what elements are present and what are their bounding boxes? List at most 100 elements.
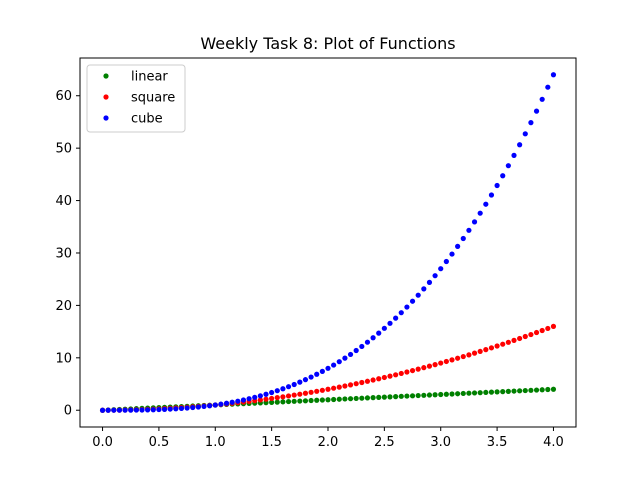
cube-point: [190, 404, 196, 411]
linear-point: [415, 392, 421, 399]
x-tick-label: 1.5: [261, 435, 282, 450]
cube-point: [387, 320, 393, 326]
plot-area-frame: [79, 57, 577, 428]
linear-point: [269, 399, 275, 405]
square-point: [517, 335, 523, 342]
y-tick-label: 10: [55, 351, 72, 366]
linear-point: [550, 386, 557, 392]
cube-point: [449, 251, 455, 257]
cube-point: [370, 335, 376, 341]
cube-point: [184, 405, 190, 411]
x-tick-label: 2.5: [374, 435, 395, 450]
linear-point: [528, 387, 534, 393]
cube-point: [274, 388, 280, 394]
legend-label-cube: cube: [131, 112, 163, 127]
square-point: [257, 397, 263, 403]
cube-point: [269, 389, 275, 396]
cube-point: [240, 397, 247, 403]
cube-point: [212, 402, 218, 408]
y-tick-label: 0: [64, 404, 72, 419]
x-tick-label: 1.0: [205, 435, 226, 450]
square-point: [466, 352, 472, 358]
linear-point: [319, 397, 325, 403]
y-tick-label: 50: [55, 142, 72, 157]
cube-point: [161, 406, 168, 412]
square-point: [404, 369, 410, 375]
cube-point: [550, 72, 557, 78]
square-point: [297, 391, 303, 397]
square-point: [505, 339, 511, 345]
cube-point: [128, 407, 134, 413]
cube-point: [359, 343, 365, 350]
cube-point: [483, 201, 489, 207]
cube-point: [201, 403, 207, 410]
cube-point: [393, 315, 399, 321]
cube-point: [533, 108, 540, 114]
linear-point: [342, 396, 348, 402]
square-point: [347, 382, 354, 388]
linear-point: [331, 396, 337, 403]
linear-point: [359, 395, 365, 401]
square-point: [443, 358, 449, 365]
cube-point: [122, 407, 128, 413]
legend-label-linear: linear: [131, 70, 168, 85]
cube-point: [263, 391, 269, 397]
cube-point: [246, 396, 252, 402]
x-tick-label: 0.0: [92, 435, 113, 450]
linear-point: [494, 389, 500, 395]
linear-point: [404, 393, 410, 399]
cube-point: [252, 394, 258, 400]
cube-point: [438, 266, 444, 272]
linear-point: [381, 394, 387, 400]
legend-box: [86, 64, 186, 133]
square-point: [438, 360, 444, 366]
square-point: [545, 325, 551, 332]
square-point: [381, 374, 387, 381]
square-point: [483, 347, 489, 353]
square-point: [376, 376, 382, 382]
cube-point: [528, 120, 534, 126]
square-point: [421, 365, 427, 371]
cube-point: [167, 406, 173, 412]
cube-point: [505, 163, 511, 169]
series-cube: [99, 72, 557, 413]
square-point: [342, 383, 348, 389]
linear-point: [314, 397, 320, 403]
data-points: [99, 72, 557, 413]
linear-point: [376, 394, 382, 400]
cube-point: [511, 152, 517, 158]
square-point: [409, 367, 416, 374]
linear-point: [471, 390, 478, 396]
cube-point: [364, 339, 371, 345]
linear-point: [421, 392, 427, 398]
square-point: [359, 379, 365, 386]
linear-point: [297, 398, 303, 404]
linear-point: [370, 395, 376, 401]
legend-marker-cube: [103, 115, 109, 121]
cube-point: [223, 400, 230, 406]
cube-point: [150, 407, 156, 413]
linear-point: [483, 389, 489, 396]
square-point: [274, 395, 280, 401]
chart-title: Weekly Task 8: Plot of Functions: [200, 34, 455, 53]
cube-point: [336, 359, 342, 365]
square-point: [449, 357, 455, 363]
linear-point: [274, 399, 280, 405]
square-point: [269, 395, 275, 402]
legend-label-square: square: [131, 91, 175, 106]
square-point: [285, 393, 292, 399]
x-tick-label: 3.5: [487, 435, 508, 450]
linear-point: [505, 388, 511, 394]
y-tick-label: 60: [55, 89, 72, 104]
square-point: [308, 389, 314, 395]
linear-point: [466, 390, 472, 396]
cube-point: [500, 173, 506, 179]
cube-point: [432, 273, 438, 279]
x-axis-ticks: 0.0 0.5 1.0 1.5 2.0 2.5 3.0 3.5 4.0: [92, 427, 564, 450]
cube-point: [302, 377, 309, 383]
linear-point: [291, 398, 297, 404]
cube-point: [195, 404, 201, 410]
cube-point: [398, 310, 404, 316]
